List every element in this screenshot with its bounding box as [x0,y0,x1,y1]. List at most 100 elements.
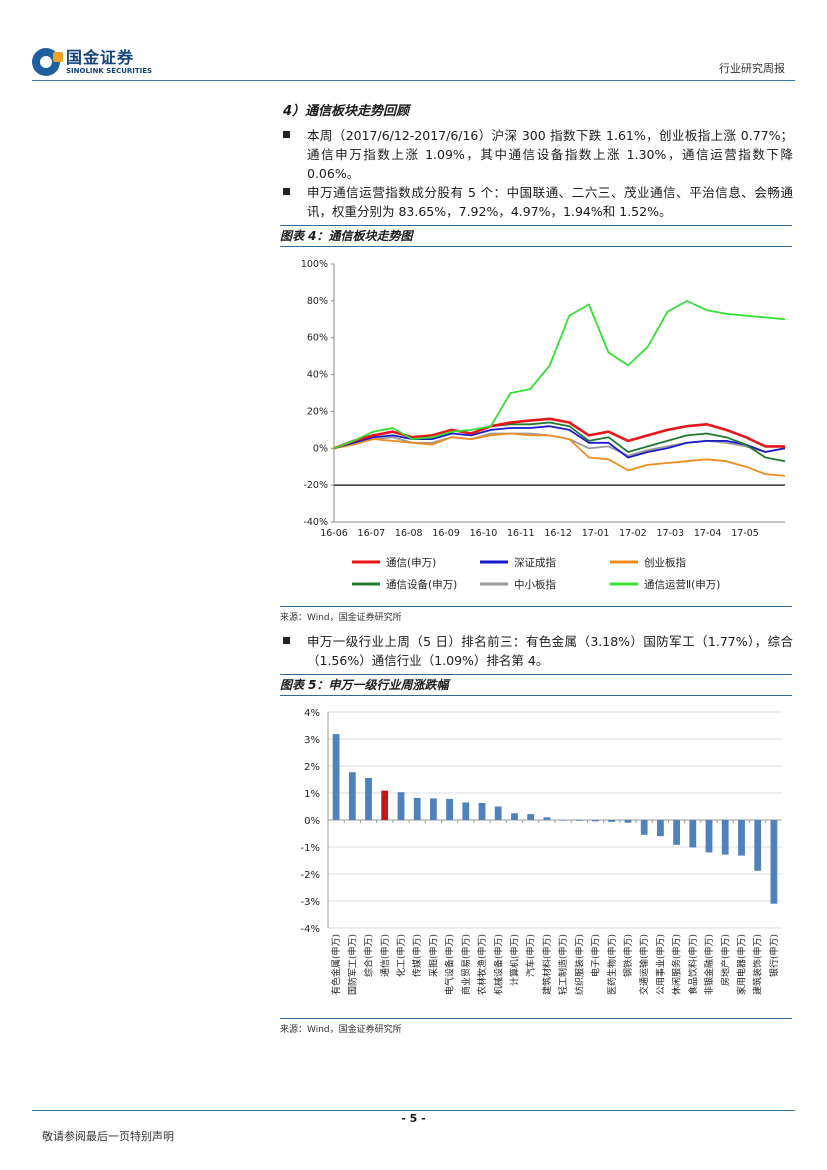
bar [575,820,583,821]
bar [624,820,632,823]
bar [705,820,713,853]
company-logo: 国金证券 SINOLINK SECURITIES [32,48,152,76]
x-tick-label: 建筑材料(申万) [541,934,553,995]
x-tick-label: 17-01 [582,528,610,539]
x-tick-label: 食品饮料(申万) [687,934,699,995]
bar [754,820,762,871]
bullet-paragraph-1: 本周（2017/6/12-2017/6/16）沪深 300 指数下跌 1.61%… [283,126,793,183]
x-tick-label: 医药生物(申万) [606,934,618,995]
y-tick-label: -4% [301,924,320,935]
y-tick-label: 0% [304,816,320,827]
x-tick-label: 化工(申万) [395,934,407,977]
figure-5-title: 图表 5：申万一级行业周涨跌幅 [280,674,792,696]
bullet-paragraph-3: 申万一级行业上周（5 日）排名前三：有色金属（3.18%）国防军工（1.77%）… [283,632,793,670]
x-tick-label: 交通运输(申万) [638,934,650,995]
y-tick-label: 2% [304,762,320,773]
bar [721,820,729,855]
x-tick-label: 采掘(申万) [427,934,439,977]
y-tick-label: 60% [307,333,328,344]
figure-5-source: 来源：Wind，国金证券研究所 [280,1018,792,1035]
x-tick-label: 综合(申万) [363,934,375,977]
x-tick-label: 电气设备(申万) [444,934,456,995]
bar [397,792,405,820]
y-tick-label: 1% [304,789,320,800]
legend-label: 创业板指 [644,556,686,569]
y-tick-label: 0% [313,443,328,454]
bullet-text: 申万通信运营指数成分股有 5 个：中国联通、二六三、茂业通信、平治信息、会畅通讯… [307,185,793,219]
x-tick-label: 房地产(申万) [719,934,731,986]
bar [608,820,616,822]
bar [446,798,453,820]
y-tick-label: 4% [304,708,320,719]
x-tick-label: 16-07 [358,528,386,539]
y-tick-label: 80% [307,296,328,307]
bar [511,813,518,821]
x-tick-label: 机械设备(申万) [492,934,504,995]
bullet-text: 本周（2017/6/12-2017/6/16）沪深 300 指数下跌 1.61%… [307,128,793,181]
y-tick-label: 100% [301,259,328,270]
bar [365,777,372,820]
logo-name-en: SINOLINK SECURITIES [66,66,153,75]
series-line [333,432,786,477]
x-tick-label: 银行(申万) [768,934,780,977]
x-tick-label: 非银金融(申万) [703,934,715,995]
bar [592,820,599,822]
x-tick-label: 纺织服装(申万) [573,934,585,995]
logo-name-cn: 国金证券 [66,47,135,67]
x-tick-label: 轻工制造(申万) [557,934,569,995]
x-tick-label: 家用电器(申万) [736,934,748,995]
bar [640,820,648,835]
legend-label: 通信运营Ⅱ(申万) [644,578,720,591]
x-tick-label: 16-09 [432,528,460,539]
bullet-paragraph-2: 申万通信运营指数成分股有 5 个：中国联通、二六三、茂业通信、平治信息、会畅通讯… [283,183,793,221]
x-tick-label: 国防军工(申万) [346,934,358,995]
x-tick-label: 公用事业(申万) [654,934,666,995]
bar-chart: 4% 3% 2% 1% 0% -1% -2% -3% -4% 有色金属(申万) 国防军工(申万) 综合… [301,708,782,995]
bar [332,734,340,820]
x-tick-label: 汽车(申万) [525,934,537,977]
x-tick-label: 农林牧渔(申万) [476,934,488,995]
header-divider [32,80,795,81]
bullet-square-icon [283,131,290,138]
legend-label: 通信设备(申万) [386,578,457,591]
bar [494,806,502,820]
x-tick-label: 通信(申万) [379,934,391,977]
legend-label: 通信(申万) [386,556,436,569]
page-number: - 5 - [401,1112,426,1125]
report-type: 行业研究周报 [719,62,785,75]
series-line [333,300,786,450]
x-tick-label: 建筑装饰(申万) [752,934,764,995]
y-tick-label: 3% [304,735,320,746]
series-line [333,425,786,459]
x-tick-label: 有色金属(申万) [330,934,342,995]
x-tick-label: 休闲服务(申万) [671,934,683,995]
bar [430,798,437,820]
y-tick-label: -3% [301,897,320,908]
x-tick-label: 16-06 [320,528,348,539]
y-tick-label: -20% [303,480,328,491]
bar [657,820,664,837]
x-tick-label: 商业贸易(申万) [460,934,472,995]
bullet-square-icon [283,188,290,195]
x-tick-label: 计算机(申万) [509,934,521,986]
bar [559,820,567,821]
section-title: 4）通信板块走势回顾 [283,104,410,119]
y-tick-label: -2% [301,870,320,881]
bar [770,820,778,904]
x-tick-label: 16-11 [507,528,535,539]
legend-label: 深证成指 [514,556,556,569]
y-tick-label: 40% [307,370,328,381]
bar [462,802,470,820]
x-tick-label: 16-10 [470,528,498,539]
x-tick-label: 17-04 [694,528,722,539]
figure-4-source: 来源：Wind，国金证券研究所 [280,606,792,623]
footer-disclaimer: 敬请参阅最后一页特别声明 [42,1130,174,1143]
bar [348,772,356,820]
bullet-square-icon [283,637,290,644]
bar [738,820,745,856]
x-tick-label: 17-05 [731,528,759,539]
bar [478,803,486,820]
y-tick-label: -1% [301,843,320,854]
footer-divider [32,1110,795,1111]
x-tick-label: 16-08 [395,528,423,539]
